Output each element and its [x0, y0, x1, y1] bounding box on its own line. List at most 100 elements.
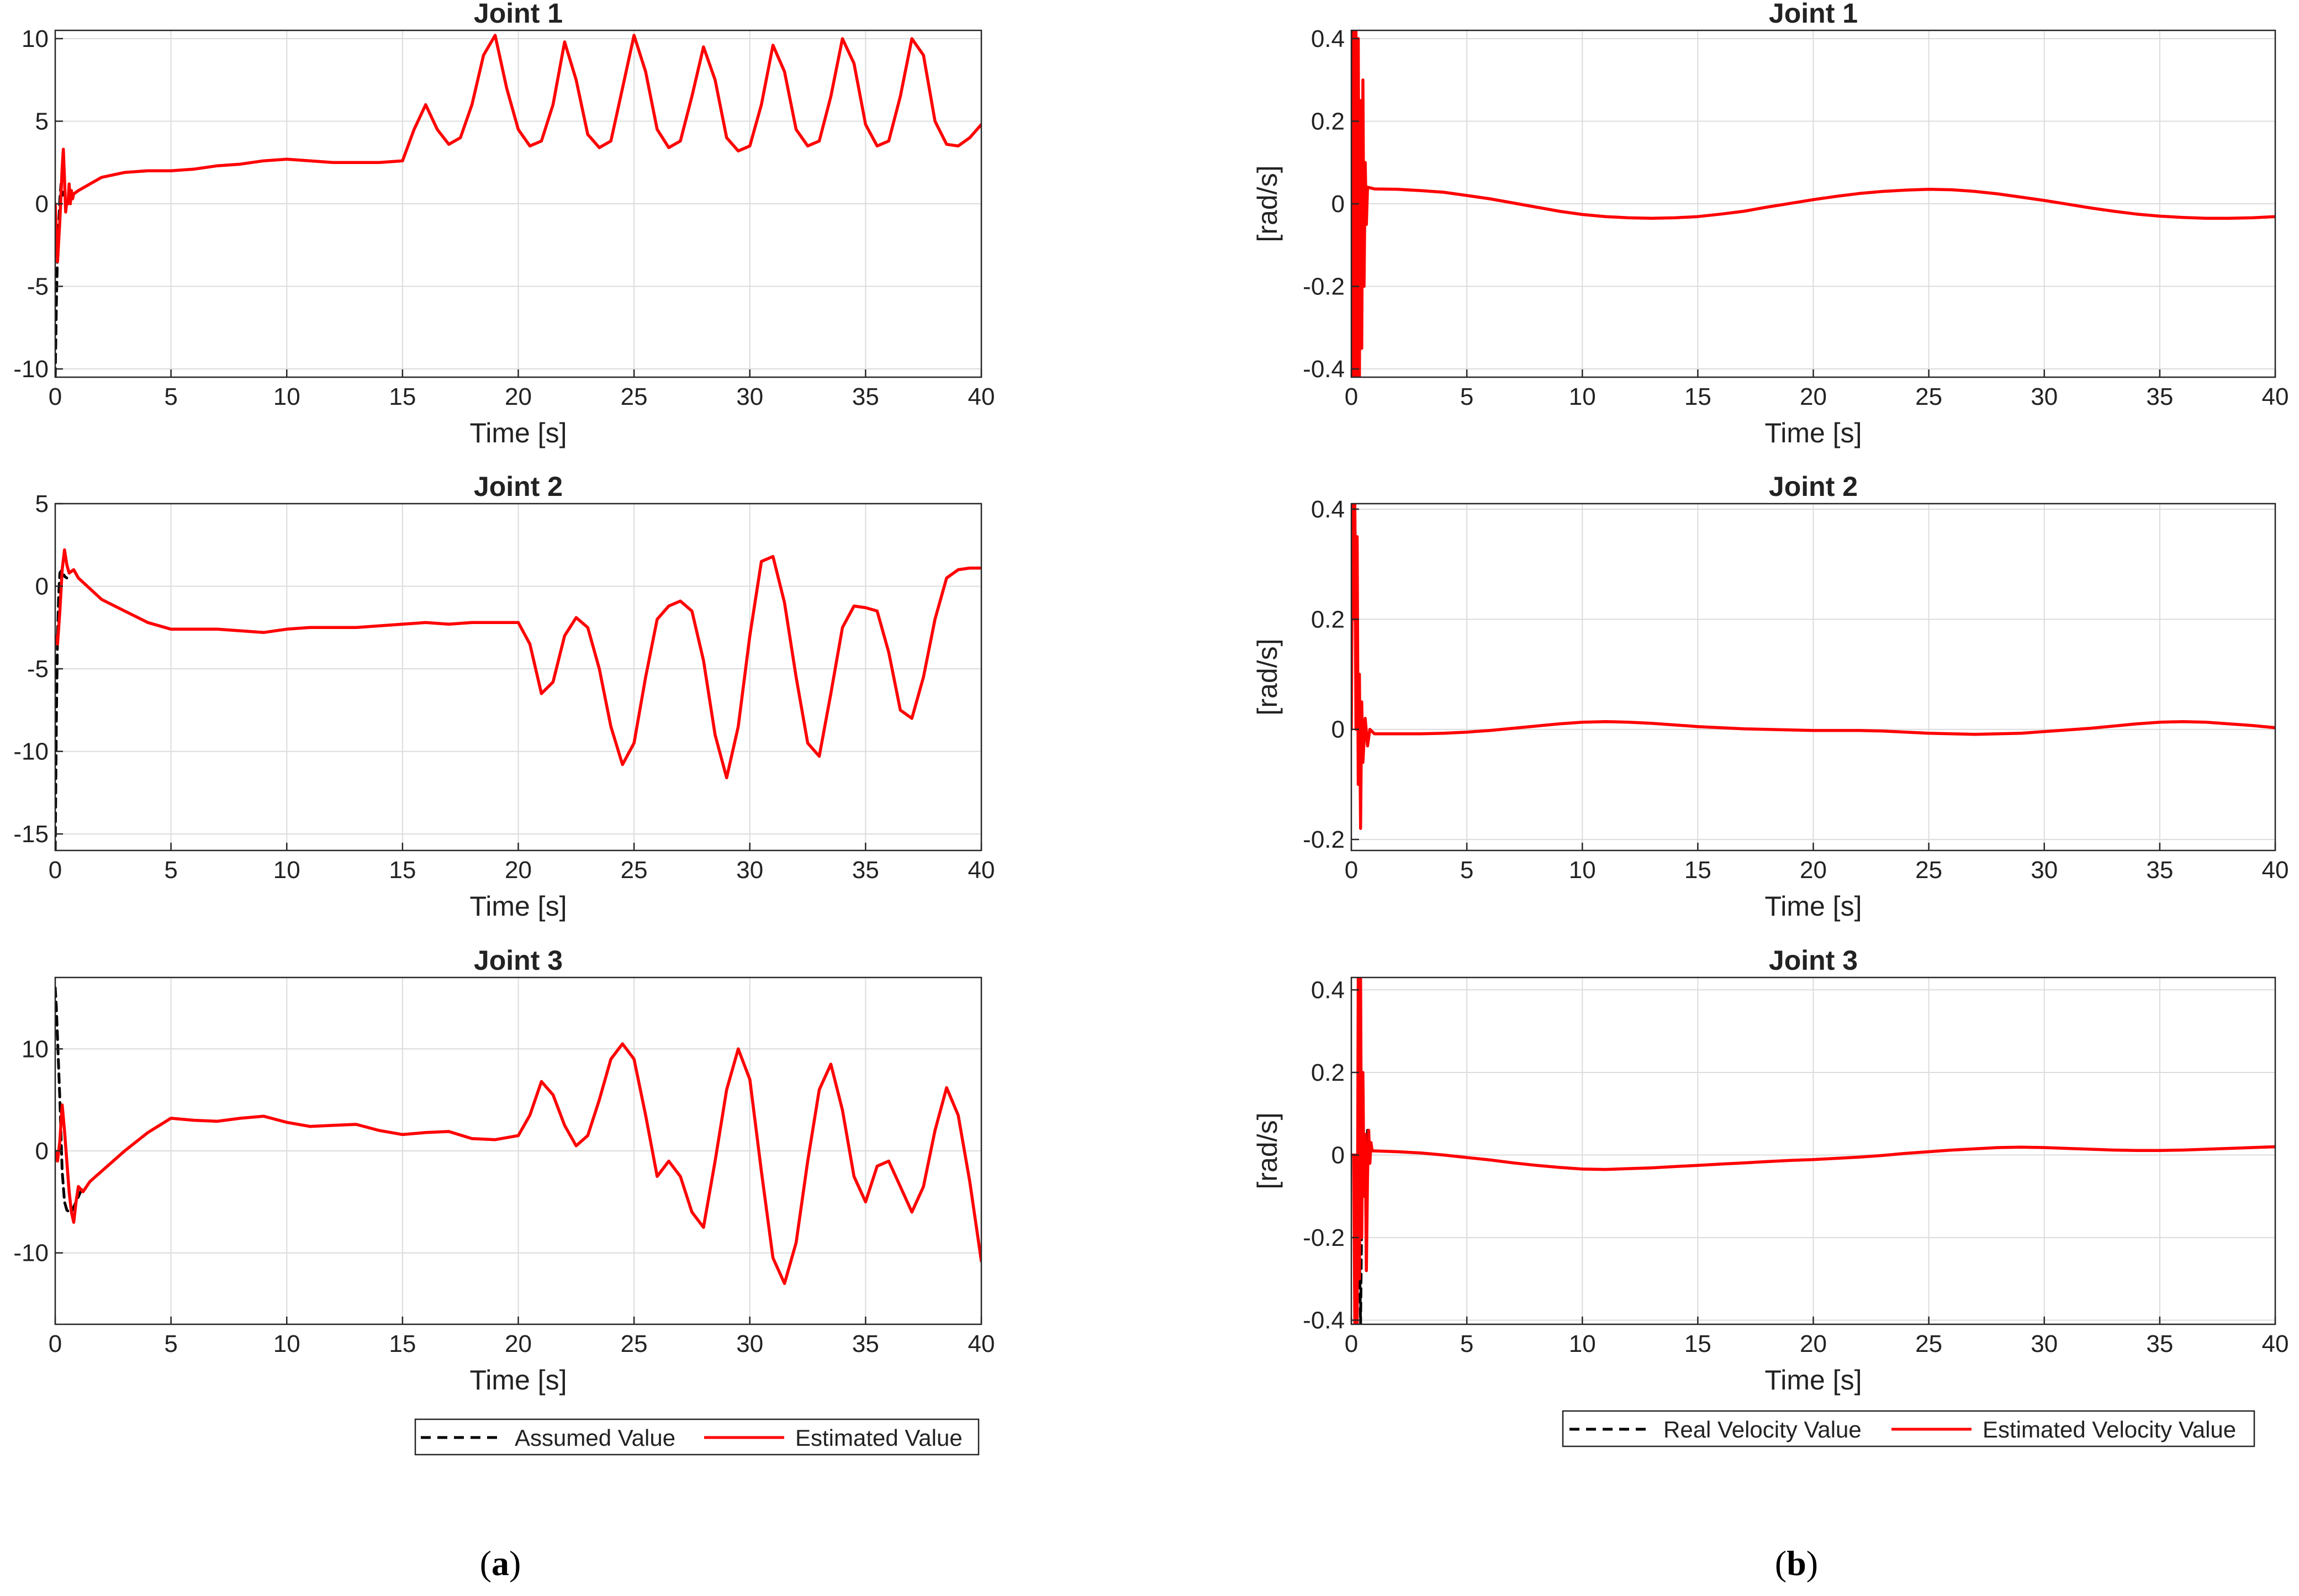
x-tick-label: 30: [736, 857, 763, 884]
x-tick-label: 10: [273, 383, 300, 410]
y-tick-label: 0: [1331, 716, 1345, 743]
x-tick-label: 40: [968, 857, 995, 884]
x-tick-label: 35: [852, 383, 879, 410]
x-axis-label: Time [s]: [1765, 1365, 1862, 1396]
y-tick-label: 0.2: [1311, 1059, 1345, 1086]
x-tick-label: 40: [2262, 857, 2289, 884]
x-tick-label: 10: [1569, 1330, 1596, 1357]
x-tick-label: 35: [2146, 1330, 2173, 1357]
x-tick-label: 5: [164, 383, 177, 410]
x-tick-label: 5: [1460, 1330, 1473, 1357]
x-tick-label: 15: [1684, 857, 1711, 884]
chart-title: Joint 2: [1769, 471, 1858, 502]
legend-b-real-label: Real Velocity Value: [1663, 1417, 1862, 1442]
x-tick-label: 30: [2031, 857, 2058, 884]
chart-title: Joint 3: [1769, 945, 1858, 976]
y-tick-label: 5: [35, 108, 49, 135]
x-tick-label: 30: [736, 1330, 763, 1357]
y-tick-label: -10: [13, 356, 49, 383]
x-tick-label: 25: [621, 1330, 648, 1357]
y-tick-label: -0.4: [1303, 1307, 1345, 1334]
series-line-estimate: [55, 34, 981, 263]
series-line-estimate: [1351, 30, 2275, 377]
y-tick-label: -0.4: [1303, 356, 1345, 383]
x-tick-label: 40: [968, 1330, 995, 1357]
y-tick-label: 10: [22, 25, 49, 52]
x-tick-label: 35: [852, 857, 879, 884]
x-axis-label: Time [s]: [1765, 891, 1862, 922]
panel-a-joint-1: 0 5 10 15 20 25 30 35 40 -10 -5 0 5 10 Joint 1 Time [s]: [13, 0, 995, 448]
x-tick-label: 25: [621, 383, 648, 410]
chart-title: Joint 3: [474, 945, 563, 976]
y-tick-label: 10: [22, 1035, 49, 1063]
y-tick-label: -0.2: [1303, 273, 1345, 300]
x-tick-label: 20: [1800, 1330, 1827, 1357]
x-tick-label: 20: [505, 1330, 532, 1357]
x-tick-label: 10: [273, 1330, 300, 1357]
x-tick-label: 0: [1345, 383, 1358, 410]
caption-b: (b): [1775, 1544, 1818, 1583]
y-tick-label: 0.4: [1311, 976, 1345, 1003]
panel-b-joint-1: 0 5 10 15 20 25 30 35 40 -0.4 -0.2 0 0.2 0.4 Joint 1 Ti…: [1252, 0, 2289, 448]
x-tick-label: 5: [1460, 857, 1473, 884]
legend-a-box: [414, 1418, 980, 1456]
x-tick-label: 15: [1684, 383, 1711, 410]
series-line-estimate: [55, 1042, 981, 1285]
x-tick-label: 25: [1915, 1330, 1942, 1357]
x-tick-label: 0: [49, 857, 62, 884]
caption-a-letter: a: [491, 1544, 509, 1583]
y-axis-label: [rad/s]: [1252, 1113, 1283, 1190]
legend-a-assumed-label: Assumed Value: [515, 1425, 675, 1451]
y-axis-label: [rad/s]: [1252, 639, 1283, 716]
x-tick-label: 35: [2146, 383, 2173, 410]
x-tick-label: 40: [968, 383, 995, 410]
y-tick-label: 0.4: [1311, 25, 1345, 52]
y-tick-label: -0.2: [1303, 826, 1345, 853]
series-line-estimate: [55, 548, 981, 780]
y-tick-label: -10: [13, 738, 49, 765]
y-tick-label: -5: [27, 656, 49, 683]
x-tick-label: 30: [2031, 1330, 2058, 1357]
x-tick-label: 5: [1460, 383, 1473, 410]
x-tick-label: 5: [164, 857, 177, 884]
series-line-estimate: [1351, 977, 2275, 1324]
caption-b-letter: b: [1787, 1544, 1806, 1583]
y-tick-label: -15: [13, 821, 49, 848]
x-tick-label: 0: [1345, 857, 1358, 884]
x-tick-label: 40: [2262, 1330, 2289, 1357]
x-tick-label: 10: [1569, 383, 1596, 410]
legend-a-estimated-label: Estimated Value: [795, 1425, 963, 1451]
panel-a-joint-3: 0 5 10 15 20 25 30 35 40 -10 0 10 Joint 3 Time [s]: [13, 945, 995, 1396]
chart-title: Joint 1: [1769, 0, 1858, 29]
y-axis-label: [rad/s]: [1252, 166, 1283, 242]
plots-layer: 0 5 10 15 20 25 30 35 40 -10 -5 0 5 10 Joint 1 Time [s]…: [13, 0, 2289, 1396]
x-tick-label: 35: [852, 1330, 879, 1357]
x-tick-label: 30: [2031, 383, 2058, 410]
x-tick-label: 20: [505, 383, 532, 410]
y-tick-label: 0.2: [1311, 108, 1345, 135]
x-axis-label: Time [s]: [470, 891, 567, 922]
x-tick-label: 30: [736, 383, 763, 410]
x-tick-label: 15: [389, 857, 416, 884]
series-line-estimate: [1351, 504, 2275, 830]
x-axis-label: Time [s]: [1765, 418, 1862, 448]
y-tick-label: 0: [1331, 191, 1345, 218]
y-tick-label: 0: [35, 573, 49, 600]
x-axis-label: Time [s]: [470, 418, 567, 448]
x-tick-label: 20: [1800, 383, 1827, 410]
series-line-reference: [55, 568, 68, 850]
y-tick-label: 0: [35, 1138, 49, 1165]
y-tick-label: 0: [1331, 1141, 1345, 1169]
x-tick-label: 40: [2262, 383, 2289, 410]
x-tick-label: 0: [1345, 1330, 1358, 1357]
x-tick-label: 0: [49, 1330, 62, 1357]
x-tick-label: 35: [2146, 857, 2173, 884]
y-tick-label: -5: [27, 273, 49, 300]
x-tick-label: 20: [505, 857, 532, 884]
y-tick-label: 0.2: [1311, 606, 1345, 633]
x-tick-label: 25: [1915, 383, 1942, 410]
x-tick-label: 10: [1569, 857, 1596, 884]
panel-a-joint-2: 0 5 10 15 20 25 30 35 40 -15 -10 -5 0 5 Joint 2 Time [s…: [13, 471, 995, 922]
